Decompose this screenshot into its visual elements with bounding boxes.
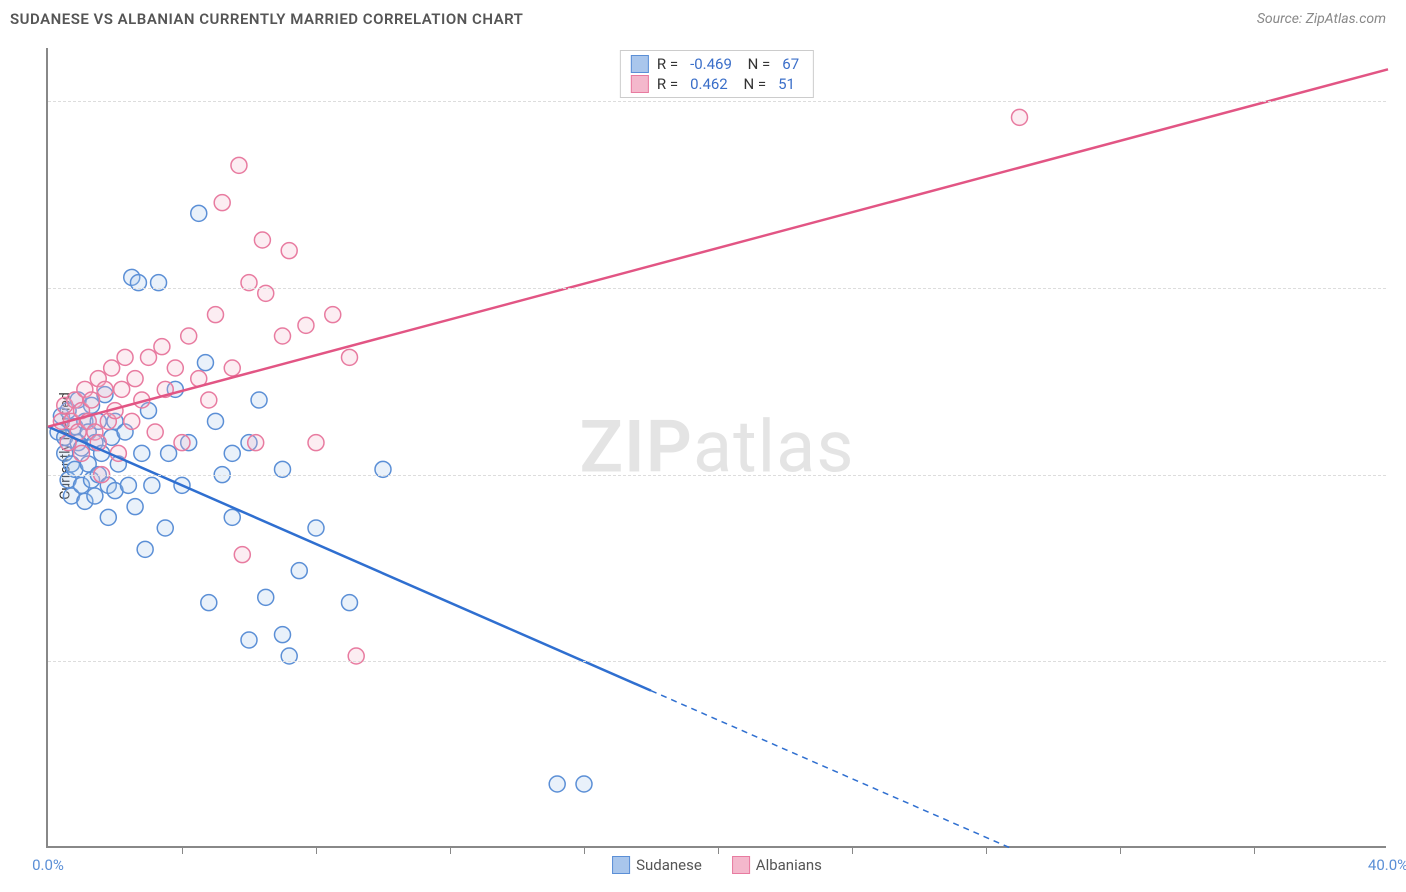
- chart-plot-area: R = -0.469 N = 67 R = 0.462 N = 51 ZIPat…: [46, 48, 1386, 848]
- y-tick-label: 62.5%: [1391, 279, 1406, 297]
- scatter-svg: [48, 48, 1386, 846]
- data-point: [224, 445, 240, 461]
- x-tick-label: 40.0%: [1368, 856, 1406, 874]
- data-point: [174, 435, 190, 451]
- data-point: [137, 541, 153, 557]
- x-tick-label: 0.0%: [32, 856, 64, 874]
- data-point: [214, 195, 230, 211]
- data-point: [87, 488, 103, 504]
- data-point: [308, 435, 324, 451]
- data-point: [291, 563, 307, 579]
- data-point: [117, 349, 133, 365]
- data-point: [275, 627, 291, 643]
- data-point: [325, 307, 341, 323]
- data-point: [124, 413, 140, 429]
- stats-legend: R = -0.469 N = 67 R = 0.462 N = 51: [620, 50, 814, 98]
- legend-item-sudanese: Sudanese: [612, 856, 702, 874]
- data-point: [114, 381, 130, 397]
- swatch-sudanese: [631, 55, 649, 73]
- y-tick-label: 27.5%: [1391, 652, 1406, 670]
- stats-row-albanians: R = 0.462 N = 51: [631, 75, 803, 93]
- data-point: [576, 776, 592, 792]
- data-point: [100, 509, 116, 525]
- y-tick-label: 45.0%: [1391, 466, 1406, 484]
- data-point: [191, 205, 207, 221]
- data-point: [342, 349, 358, 365]
- data-point: [298, 317, 314, 333]
- data-point: [181, 328, 197, 344]
- data-point: [254, 232, 270, 248]
- data-point: [157, 520, 173, 536]
- data-point: [147, 424, 163, 440]
- y-tick-label: 80.0%: [1391, 92, 1406, 110]
- data-point: [84, 392, 100, 408]
- data-point: [201, 392, 217, 408]
- data-point: [308, 520, 324, 536]
- series-legend: Sudanese Albanians: [612, 856, 822, 874]
- data-point: [154, 339, 170, 355]
- data-point: [208, 307, 224, 323]
- chart-title: SUDANESE VS ALBANIAN CURRENTLY MARRIED C…: [10, 10, 523, 28]
- data-point: [241, 632, 257, 648]
- data-point: [208, 413, 224, 429]
- data-point: [224, 360, 240, 376]
- data-point: [120, 477, 136, 493]
- data-point: [1012, 109, 1028, 125]
- source-attribution: Source: ZipAtlas.com: [1257, 11, 1386, 27]
- data-point: [201, 595, 217, 611]
- data-point: [224, 509, 240, 525]
- data-point: [167, 360, 183, 376]
- data-point: [251, 392, 267, 408]
- data-point: [127, 371, 143, 387]
- data-point: [144, 477, 160, 493]
- data-point: [74, 445, 90, 461]
- legend-swatch-sudanese: [612, 856, 630, 874]
- data-point: [134, 445, 150, 461]
- data-point: [234, 547, 250, 563]
- swatch-albanians: [631, 75, 649, 93]
- data-point: [231, 157, 247, 173]
- data-point: [161, 445, 177, 461]
- legend-item-albanians: Albanians: [732, 856, 822, 874]
- data-point: [97, 381, 113, 397]
- data-point: [275, 328, 291, 344]
- data-point: [127, 499, 143, 515]
- data-point: [258, 589, 274, 605]
- data-point: [248, 435, 264, 451]
- data-point: [281, 243, 297, 259]
- legend-swatch-albanians: [732, 856, 750, 874]
- data-point: [141, 349, 157, 365]
- stats-row-sudanese: R = -0.469 N = 67: [631, 55, 803, 73]
- data-point: [549, 776, 565, 792]
- data-point: [104, 360, 120, 376]
- data-point: [197, 355, 213, 371]
- data-point: [342, 595, 358, 611]
